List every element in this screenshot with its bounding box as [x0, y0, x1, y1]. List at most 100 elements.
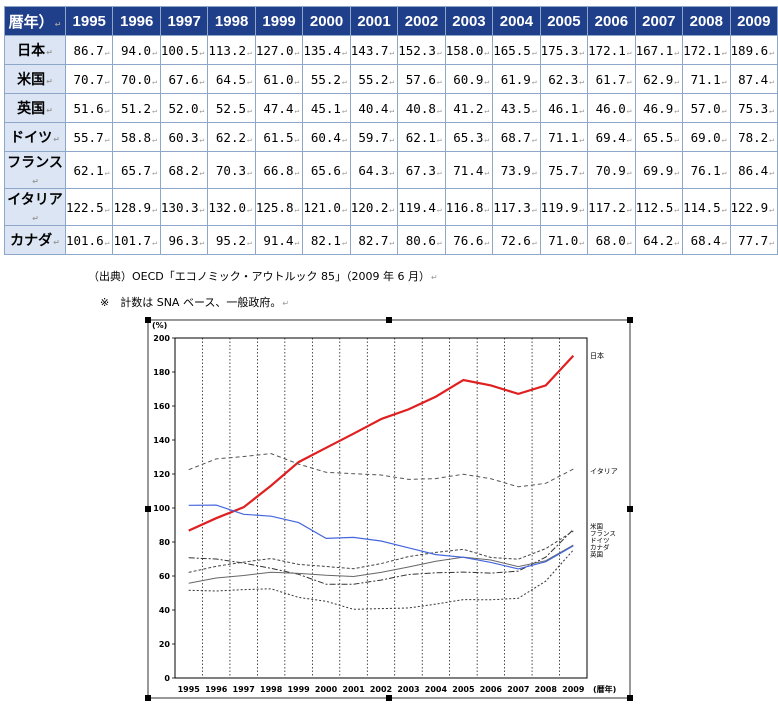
table-body: 日本↵ 86.7↵ 94.0↵ 100.5↵ 113.2↵ 127.0↵ 135.4↵ 143… [4, 35, 778, 255]
debt-ratio-table: 暦年）↵ 1995 1996 1997 1998 1999 2000 2001 2002 200… [4, 6, 778, 255]
value-cell: 62.9↵ [634, 64, 684, 94]
value-cell: 112.5↵ [634, 188, 684, 226]
year-header: 2003 [444, 6, 494, 36]
value-cell: 96.3↵ [159, 225, 209, 255]
value-cell: 60.4↵ [302, 122, 351, 152]
country-label: 米国↵ [4, 64, 66, 94]
year-header: 1996 [112, 6, 161, 36]
value-cell: 130.3↵ [159, 188, 209, 226]
x-tick-label: 2005 [452, 685, 475, 694]
value-cell: 62.2↵ [207, 122, 256, 152]
value-cell: 47.4↵ [254, 93, 304, 123]
resize-handle [386, 695, 392, 701]
x-tick-label: 2008 [535, 685, 558, 694]
y-tick-label: 20 [159, 640, 171, 649]
value-cell: 122.5↵ [64, 188, 114, 226]
value-cell: 80.6↵ [397, 225, 446, 255]
remark-note: ※ 計数は SNA ベース、一般政府。↵ [100, 296, 290, 309]
value-cell: 61.9↵ [492, 64, 541, 94]
corner-header: 暦年）↵ [4, 6, 66, 36]
value-cell: 64.3↵ [349, 151, 399, 189]
value-cell: 40.4↵ [349, 93, 399, 123]
value-cell: 57.0↵ [682, 93, 731, 123]
value-cell: 189.6↵ [729, 35, 778, 65]
value-cell: 69.4↵ [587, 122, 636, 152]
value-cell: 127.0↵ [254, 35, 304, 65]
value-cell: 62.3↵ [539, 64, 589, 94]
x-tick-label: 2004 [425, 685, 448, 694]
year-header: 2004 [492, 6, 541, 36]
value-cell: 82.7↵ [349, 225, 399, 255]
value-cell: 51.2↵ [112, 93, 161, 123]
resize-handle [627, 506, 633, 512]
value-cell: 113.2↵ [207, 35, 256, 65]
debt-line-chart[interactable]: 0 20 40 60 80 100 120 140 160 180 200 (%) 1995 1996 19… [144, 316, 634, 702]
value-cell: 125.8↵ [254, 188, 304, 226]
value-cell: 46.0↵ [587, 93, 636, 123]
value-cell: 43.5↵ [492, 93, 541, 123]
value-cell: 86.4↵ [729, 151, 778, 189]
series-label-italy: イタリア [590, 467, 618, 476]
value-cell: 71.4↵ [444, 151, 494, 189]
source-note: （出典）OECD「エコノミック・アウトルック 85」（2009 年 6 月）↵ [88, 270, 438, 283]
table-row: イタリア↵ 122.5↵ 128.9↵ 130.3↵ 132.0↵ 125.8↵ 121.0… [4, 188, 778, 226]
series-line [188, 530, 574, 573]
value-cell: 119.4↵ [397, 188, 446, 226]
value-cell: 75.3↵ [729, 93, 778, 123]
value-cell: 65.6↵ [302, 151, 351, 189]
value-cell: 71.1↵ [539, 122, 589, 152]
value-cell: 71.0↵ [539, 225, 589, 255]
y-tick-label: 60 [159, 572, 171, 581]
x-tick-label: 2009 [562, 685, 585, 694]
value-cell: 58.8↵ [112, 122, 161, 152]
resize-handle [145, 695, 151, 701]
x-tick-label: 1996 [205, 685, 228, 694]
country-label: 日本↵ [4, 35, 66, 65]
year-header: 2001 [349, 6, 399, 36]
x-tick-label: 2003 [397, 685, 419, 694]
table-row: 日本↵ 86.7↵ 94.0↵ 100.5↵ 113.2↵ 127.0↵ 135.4↵ 143… [4, 35, 778, 65]
x-tick-label: 1997 [233, 685, 255, 694]
value-cell: 167.1↵ [634, 35, 684, 65]
value-cell: 69.9↵ [634, 151, 684, 189]
series-label-japan: 日本 [590, 351, 604, 360]
series-line [188, 529, 574, 585]
value-cell: 70.0↵ [112, 64, 161, 94]
value-cell: 59.7↵ [349, 122, 399, 152]
y-tick-label: 40 [159, 606, 171, 615]
value-cell: 62.1↵ [397, 122, 446, 152]
resize-handle [627, 695, 633, 701]
value-cell: 120.2↵ [349, 188, 399, 226]
value-cell: 57.6↵ [397, 64, 446, 94]
value-cell: 45.1↵ [302, 93, 351, 123]
value-cell: 75.7↵ [539, 151, 589, 189]
country-label: ドイツ↵ [4, 122, 66, 152]
value-cell: 61.7↵ [587, 64, 636, 94]
value-cell: 65.5↵ [634, 122, 684, 152]
resize-handle [386, 317, 392, 323]
resize-handle [145, 317, 151, 323]
value-cell: 60.9↵ [444, 64, 494, 94]
series-label: ドイツ [590, 536, 610, 544]
table-row: ドイツ↵ 55.7↵ 58.8↵ 60.3↵ 62.2↵ 61.5↵ 60.4↵ 59.7↵ 6… [4, 122, 778, 152]
value-cell: 91.4↵ [254, 225, 304, 255]
series-line [188, 549, 574, 610]
country-label: 英国↵ [4, 93, 66, 123]
year-header: 2000 [302, 6, 351, 36]
value-cell: 51.6↵ [64, 93, 114, 123]
value-cell: 68.4↵ [682, 225, 731, 255]
table-row: フランス↵ 62.1↵ 65.7↵ 68.2↵ 70.3↵ 66.8↵ 65.6↵ 64.3↵… [4, 151, 778, 189]
year-header: 2006 [587, 6, 636, 36]
series-line [188, 544, 574, 584]
value-cell: 101.6↵ [64, 225, 114, 255]
series-label: カナダ [590, 542, 610, 551]
value-cell: 70.7↵ [64, 64, 114, 94]
y-tick-label: 100 [153, 504, 170, 513]
value-cell: 86.7↵ [64, 35, 114, 65]
value-cell: 114.5↵ [682, 188, 731, 226]
y-tick-label: 200 [153, 334, 170, 343]
x-tick-label: 2000 [315, 685, 338, 694]
value-cell: 61.5↵ [254, 122, 304, 152]
value-cell: 61.0↵ [254, 64, 304, 94]
value-cell: 95.2↵ [207, 225, 256, 255]
